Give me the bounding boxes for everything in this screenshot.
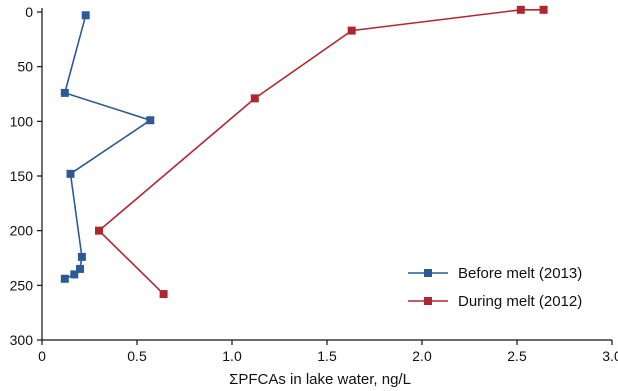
legend: Before melt (2013) During melt (2012) bbox=[408, 265, 582, 310]
y-tick-label: 200 bbox=[10, 223, 34, 239]
x-axis-title: ΣPFCAs in lake water, ng/L bbox=[229, 371, 411, 388]
data-point bbox=[66, 169, 75, 178]
legend-label: During melt (2012) bbox=[458, 293, 582, 310]
data-point bbox=[146, 116, 155, 125]
x-ticks: 0 0.5 1.0 1.5 2.0 2.5 3.0 bbox=[38, 340, 618, 364]
y-tick-label: 50 bbox=[17, 59, 33, 75]
x-tick-label: 2.5 bbox=[507, 348, 527, 364]
data-point bbox=[159, 290, 168, 299]
x-tick-label: 0 bbox=[38, 348, 46, 364]
data-point bbox=[60, 88, 69, 97]
legend-marker bbox=[424, 297, 432, 305]
x-tick-label: 3.0 bbox=[602, 348, 618, 364]
data-point bbox=[539, 5, 548, 14]
data-point bbox=[95, 226, 103, 235]
series-layer bbox=[60, 5, 548, 299]
legend-item: During melt (2012) bbox=[408, 293, 582, 310]
x-tick-label: 2.0 bbox=[412, 348, 432, 364]
data-point bbox=[516, 5, 525, 14]
x-tick-label: 1.5 bbox=[317, 348, 337, 364]
y-ticks: 0 50 100 150 200 250 300 bbox=[10, 4, 42, 348]
y-tick-label: 150 bbox=[10, 168, 34, 184]
y-tick-label: 100 bbox=[10, 113, 34, 129]
y-tick-label: 300 bbox=[10, 332, 34, 348]
series-1 bbox=[60, 11, 155, 283]
data-point bbox=[60, 274, 69, 283]
x-tick-label: 1.0 bbox=[222, 348, 242, 364]
data-point bbox=[81, 11, 90, 20]
y-tick-label: 250 bbox=[10, 277, 34, 293]
legend-label: Before melt (2013) bbox=[458, 265, 582, 282]
y-tick-label: 0 bbox=[25, 4, 33, 20]
data-point bbox=[250, 94, 259, 103]
legend-item: Before melt (2013) bbox=[408, 265, 582, 282]
data-point bbox=[70, 270, 79, 279]
data-point bbox=[76, 264, 84, 273]
series-2 bbox=[95, 5, 548, 299]
data-point bbox=[77, 252, 86, 261]
axes: 0 0.5 1.0 1.5 2.0 2.5 3.0 0 50 100 150 200 250 300 bbox=[10, 4, 618, 364]
x-tick-label: 0.5 bbox=[127, 348, 147, 364]
legend-marker bbox=[424, 269, 432, 277]
series-line bbox=[97, 9, 544, 295]
data-point bbox=[347, 26, 356, 35]
